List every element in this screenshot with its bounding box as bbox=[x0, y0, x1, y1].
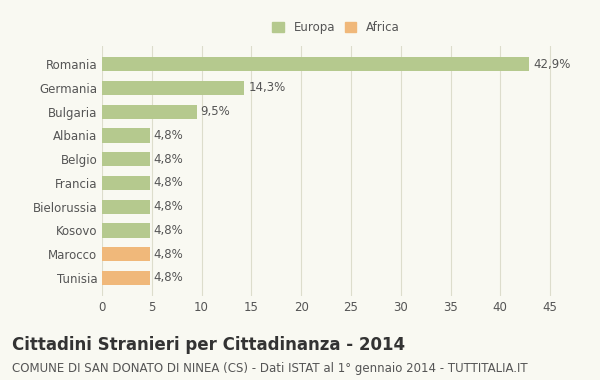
Bar bbox=[102, 247, 150, 261]
Text: 4,8%: 4,8% bbox=[154, 176, 184, 189]
Bar bbox=[102, 152, 150, 166]
Text: 4,8%: 4,8% bbox=[154, 224, 184, 237]
Text: Cittadini Stranieri per Cittadinanza - 2014: Cittadini Stranieri per Cittadinanza - 2… bbox=[12, 336, 405, 354]
Bar bbox=[102, 176, 150, 190]
Bar bbox=[102, 200, 150, 214]
Legend: Europa, Africa: Europa, Africa bbox=[268, 16, 404, 39]
Bar bbox=[102, 223, 150, 238]
Bar bbox=[102, 57, 529, 71]
Text: 9,5%: 9,5% bbox=[200, 105, 230, 118]
Text: COMUNE DI SAN DONATO DI NINEA (CS) - Dati ISTAT al 1° gennaio 2014 - TUTTITALIA.: COMUNE DI SAN DONATO DI NINEA (CS) - Dat… bbox=[12, 362, 527, 375]
Text: 4,8%: 4,8% bbox=[154, 153, 184, 166]
Text: 42,9%: 42,9% bbox=[533, 58, 571, 71]
Bar bbox=[102, 271, 150, 285]
Bar bbox=[102, 81, 244, 95]
Text: 4,8%: 4,8% bbox=[154, 200, 184, 213]
Text: 4,8%: 4,8% bbox=[154, 271, 184, 284]
Text: 4,8%: 4,8% bbox=[154, 129, 184, 142]
Bar bbox=[102, 105, 197, 119]
Bar bbox=[102, 128, 150, 142]
Text: 14,3%: 14,3% bbox=[248, 81, 286, 94]
Text: 4,8%: 4,8% bbox=[154, 248, 184, 261]
